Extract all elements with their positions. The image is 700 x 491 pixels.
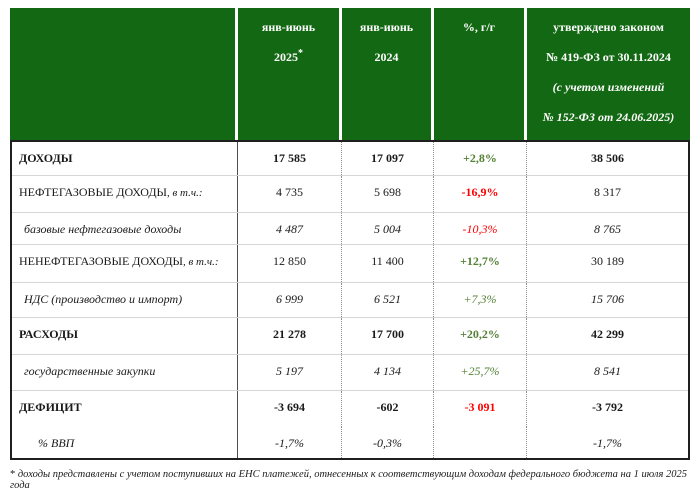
value-2025: 17 585 [238, 142, 342, 175]
row-label: РАСХОДЫ [12, 318, 238, 354]
table-row: НЕФТЕГАЗОВЫЕ ДОХОДЫ, в т.ч.: 4 735 5 698 -1… [12, 176, 688, 213]
header-cell-law: утверждено законом № 419-ФЗ от 30.11.202… [527, 8, 690, 140]
header-yoy-label: %, г/г [462, 20, 496, 34]
value-2025: 5 197 [238, 355, 342, 390]
value-yoy [434, 427, 527, 458]
value-yoy: -3 091 [434, 391, 527, 427]
value-yoy: -16,9% [434, 176, 527, 212]
header-law-line2: № 419-ФЗ от 30.11.2024 [546, 50, 671, 64]
value-2025: -3 694 [238, 391, 342, 427]
header-cell-empty [10, 8, 238, 140]
header-2025-period: янв-июнь [261, 20, 316, 34]
row-label: базовые нефтегазовые доходы [12, 213, 238, 244]
value-2024: 5 004 [342, 213, 434, 244]
value-law: 38 506 [591, 151, 624, 165]
table-row: государственные закупки 5 197 4 134 +25,7% 8… [12, 355, 688, 391]
row-label: % ВВП [12, 427, 238, 458]
header-cell-2025: янв-июнь 2025* [238, 8, 342, 140]
table-row: РАСХОДЫ 21 278 17 700 +20,2% 42 299 [12, 318, 688, 355]
value-2025: 6 999 [238, 283, 342, 317]
table-row: НДС (производство и импорт) 6 999 6 521 +7,… [12, 283, 688, 318]
row-label: НЕНЕФТЕГАЗОВЫЕ ДОХОДЫ, в т.ч.: [12, 245, 238, 282]
footnote-marker: * [298, 48, 303, 59]
header-2025-year: 2025* [274, 48, 303, 65]
row-label-text: базовые нефтегазовые доходы [24, 222, 182, 236]
row-label-text: государственные закупки [24, 364, 156, 378]
header-2024-year: 2024 [374, 50, 399, 64]
value-2024: -602 [342, 391, 434, 427]
value-yoy: +20,2% [434, 318, 527, 354]
value-law: 8 317 [594, 185, 621, 199]
value-2025: -1,7% [238, 427, 342, 458]
row-label-text: ДОХОДЫ [19, 151, 73, 165]
value-2024: 17 700 [342, 318, 434, 354]
value-law: 15 706 [591, 292, 624, 306]
value-2024: 6 521 [342, 283, 434, 317]
footnote-star: * [10, 469, 16, 480]
value-law: 30 189 [591, 254, 624, 268]
value-yoy: +2,8% [434, 142, 527, 175]
row-label-text: НДС (производство и импорт) [24, 292, 183, 306]
value-2024: -0,3% [342, 427, 434, 458]
value-2024: 17 097 [342, 142, 434, 175]
row-label-text: % ВВП [38, 436, 75, 450]
value-2025: 21 278 [238, 318, 342, 354]
value-yoy: +7,3% [434, 283, 527, 317]
footnote: * доходы представлены с учетом поступивш… [10, 469, 690, 491]
row-label: ДОХОДЫ [12, 142, 238, 175]
row-label-text: НЕФТЕГАЗОВЫЕ ДОХОДЫ [19, 185, 168, 199]
table-row: ДЕФИЦИТ -3 694 -602 -3 091 -3 792 [12, 391, 688, 427]
value-law: -1,7% [593, 436, 622, 450]
row-label-text: РАСХОДЫ [19, 327, 79, 341]
footnote-text: доходы представлены с учетом поступивших… [10, 469, 687, 491]
header-law-line4: № 152-ФЗ от 24.06.2025) [542, 110, 675, 124]
value-law: 8 765 [594, 222, 621, 236]
header-cell-yoy: %, г/г [434, 8, 527, 140]
value-yoy: +25,7% [434, 355, 527, 390]
row-label-suffix: , в т.ч.: [183, 256, 219, 268]
table-body: ДОХОДЫ 17 585 17 097 +2,8% 38 506 НЕФТЕГАЗОВЫ… [10, 140, 690, 460]
table-row: базовые нефтегазовые доходы 4 487 5 004 -10… [12, 213, 688, 245]
row-label-text: НЕНЕФТЕГАЗОВЫЕ ДОХОДЫ [19, 254, 183, 268]
value-2025: 4 735 [238, 176, 342, 212]
value-2025: 12 850 [238, 245, 342, 282]
row-label: НДС (производство и импорт) [12, 283, 238, 317]
header-2024-period: янв-июнь [359, 20, 414, 34]
table-row: НЕНЕФТЕГАЗОВЫЕ ДОХОДЫ, в т.ч.: 12 850 11 4… [12, 245, 688, 283]
row-label: НЕФТЕГАЗОВЫЕ ДОХОДЫ, в т.ч.: [12, 176, 238, 212]
value-yoy: +12,7% [434, 245, 527, 282]
row-label: ДЕФИЦИТ [12, 391, 238, 427]
value-law: 8 541 [594, 364, 621, 378]
value-yoy: -10,3% [434, 213, 527, 244]
table-header: янв-июнь 2025* янв-июнь 2024 %, г/г утве… [10, 8, 690, 140]
table-row: ДОХОДЫ 17 585 17 097 +2,8% 38 506 [12, 142, 688, 176]
value-law: 42 299 [591, 327, 624, 341]
value-law: -3 792 [592, 400, 623, 414]
row-label-text: ДЕФИЦИТ [19, 400, 82, 414]
value-2025: 4 487 [238, 213, 342, 244]
row-label-suffix: , в т.ч.: [167, 187, 203, 199]
header-law-line3: (с учетом изменений [552, 80, 665, 94]
value-2024: 11 400 [342, 245, 434, 282]
table-row: % ВВП -1,7% -0,3% -1,7% [12, 427, 688, 458]
value-2024: 5 698 [342, 176, 434, 212]
row-label: государственные закупки [12, 355, 238, 390]
header-cell-2024: янв-июнь 2024 [342, 8, 434, 140]
value-2024: 4 134 [342, 355, 434, 390]
header-law-line1: утверждено законом [553, 20, 664, 34]
